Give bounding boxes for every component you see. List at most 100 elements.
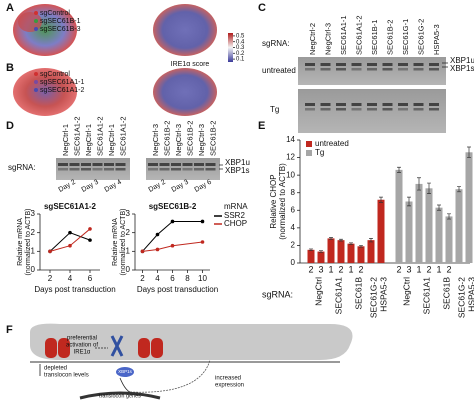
x-axis-label: sgRNA: [262,289,293,299]
panel-label: F [6,324,13,336]
group-label: SEC61A1 [333,277,343,315]
legend-dot [34,88,38,92]
gel-band [429,68,439,71]
lane-label: SEC61A1-2 [354,15,363,55]
gel-band [194,163,204,166]
group-label: NegCtrl [313,277,323,306]
x-axis-label: Days post transduction [34,285,115,294]
x-axis-label: Days post transduction [137,285,218,294]
gel-band [205,163,216,166]
bar [405,201,413,263]
x-tick-label: 1 [328,264,333,274]
lane-label: NegCtrl-3 [197,124,206,156]
umap-b-right [153,68,217,116]
bar [327,238,335,263]
diagram-text: activation of [66,343,98,349]
gel-band [336,108,346,111]
error-bar [427,182,431,194]
band-label: XBP1s [225,166,249,175]
legend-dot [34,72,38,76]
y-tick-label: 2 [31,228,36,237]
lane-label: HSPA5-3 [432,24,441,55]
diagram-text: translocon genes [99,393,141,399]
group-label: HSPA5-3 [378,277,388,312]
gel-band [367,103,377,106]
x-tick-label: 2 [338,264,343,274]
bar [357,246,365,263]
legend-dot [34,19,38,23]
bar [337,240,345,263]
gel-band [171,163,181,166]
gel-band [81,168,91,171]
group-label: SEC61B [441,277,451,310]
point [155,247,160,252]
lane-label: NegCtrl-1 [107,124,116,156]
diagram-f [30,323,353,400]
bar [395,169,403,263]
bar [377,199,385,263]
band-label: XBP1u [450,56,474,65]
gel-band [115,168,126,171]
group-label: HSPA5-3 [466,277,474,312]
condition-label: Tg [270,105,279,114]
point [68,243,72,248]
gel-band [194,168,204,171]
legend-label: Tg [315,148,324,157]
lane-label: NegCtrl-3 [323,23,332,55]
x-tick-label: 6 [170,274,175,283]
gel-band [413,103,424,106]
error-bar [349,242,353,245]
band-arrow [442,62,448,68]
point [170,219,175,224]
x-tick-label: 2 [308,264,313,274]
gel-band [148,163,158,166]
bar [367,240,375,263]
point [48,249,52,254]
bar [347,243,355,263]
x-tick-label: 2 [140,274,145,283]
gel-band [367,68,377,71]
day-label: Day 2 [147,179,166,194]
gel-band [413,68,424,71]
legend-label: sgControl [40,10,70,17]
colorbar-tick-label: 0.1 [236,57,245,63]
gel-band [182,168,193,171]
error-bar [329,237,333,240]
legend-dot [34,27,38,31]
legend-label: sgSEC61A1-2 [40,87,84,94]
chart-title: sgSEC61A1-2 [44,202,97,211]
legend-dot [34,80,38,84]
point [88,238,92,242]
condition-label: untreated [262,66,296,75]
diagram-text: increased [215,376,241,382]
bar [445,216,453,263]
error-bar [339,238,343,242]
panel-label: D [6,120,14,132]
gel-band [115,163,126,166]
band-label: XBP1s [450,64,474,73]
y-tick-label: 8 [291,188,296,197]
gel-band [104,163,114,166]
gel-band [159,163,170,166]
gel-band [429,103,439,106]
gel-band [382,108,393,111]
error-bar [359,245,363,248]
gel-band [305,103,315,106]
diagram-text: translocon levels [44,373,89,379]
lane-label: SEC61A1-2 [118,116,127,156]
gel-band [413,63,424,66]
colorbar-label: IRE1α score [171,61,210,68]
y-tick-label: 1 [126,246,131,255]
x-tick-label: 2 [48,274,53,283]
colorbar-tick-label: 0.4 [236,39,245,45]
umap-b-left [13,68,77,116]
gel-band [305,68,315,71]
x-tick-label: 1 [348,264,353,274]
panel-label: A [6,2,14,14]
gel-band [305,108,315,111]
bar [435,207,443,263]
legend-swatch [306,141,312,147]
y-axis-label: Relative mRNA [17,218,24,266]
gel-band [351,68,362,71]
